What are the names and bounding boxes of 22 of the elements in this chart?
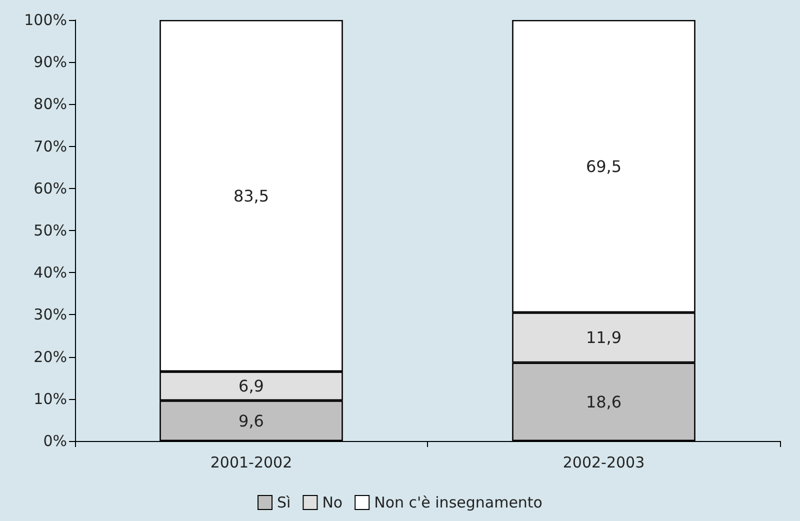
- y-tick-label: 40%: [34, 264, 67, 282]
- y-tick-label: 70%: [34, 137, 67, 156]
- data-label: 83,5: [233, 186, 270, 206]
- y-tick-label: 60%: [34, 179, 67, 198]
- data-label: 9,6: [238, 411, 264, 430]
- legend-label: No: [322, 494, 343, 512]
- y-tick-label: 90%: [34, 53, 67, 72]
- legend-label: Non c'è insegnamento: [374, 494, 542, 512]
- data-label: 69,5: [586, 156, 622, 176]
- x-tick-label: 2001-2002: [210, 454, 292, 472]
- x-tick-label: 2002-2003: [562, 454, 645, 472]
- y-tick-label: 20%: [34, 348, 67, 366]
- y-tick-label: 80%: [34, 95, 67, 114]
- y-tick-label: 30%: [34, 306, 67, 324]
- y-tick-label: 50%: [34, 222, 67, 240]
- y-tick-label: 0%: [43, 432, 67, 450]
- data-label: 11,9: [586, 328, 622, 348]
- y-tick-label: 100%: [24, 11, 67, 29]
- data-label: 6,9: [238, 376, 264, 396]
- legend-label: Sì: [277, 494, 291, 512]
- y-tick-label: 10%: [34, 390, 67, 408]
- data-label: 18,6: [586, 392, 622, 412]
